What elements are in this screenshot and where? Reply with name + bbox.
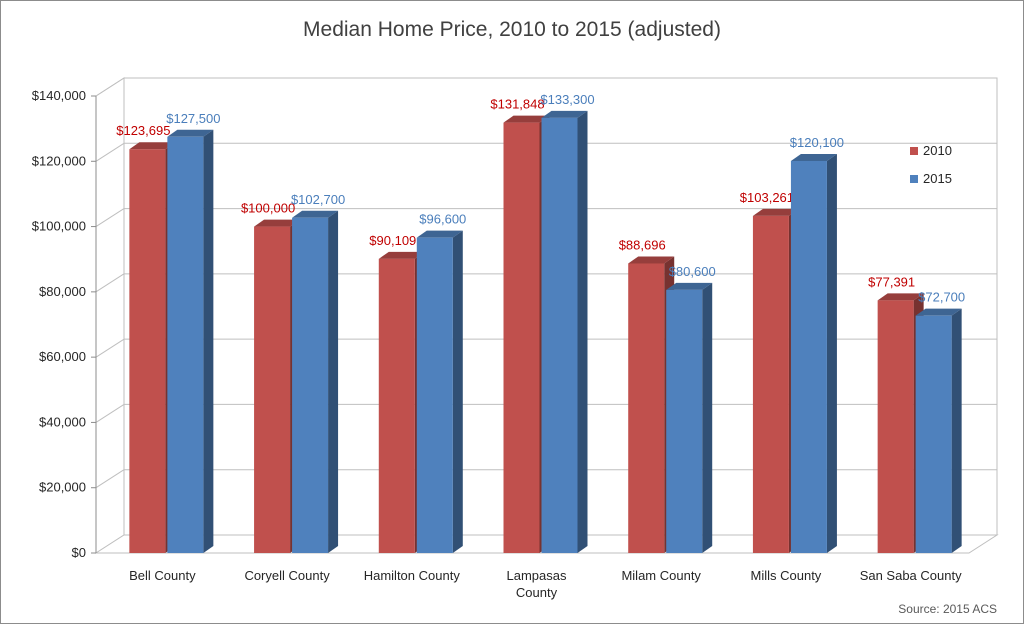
bar-top (378, 251, 425, 259)
data-label: $103,261 (740, 190, 794, 205)
data-label: $96,600 (419, 212, 466, 227)
bar-side (203, 129, 214, 553)
y-tick-label: $120,000 (32, 153, 86, 168)
gridline-side (95, 77, 125, 97)
bar-front (666, 289, 703, 553)
gridline-side (95, 208, 125, 227)
data-label: $90,109 (369, 233, 416, 248)
bar-top (666, 282, 713, 290)
bar-top (503, 115, 550, 123)
y-tick-label: $60,000 (39, 349, 86, 364)
y-axis: $0 $20,000 $40,000 $60,000 $80,000 $100,000 $1… (32, 88, 97, 560)
source-note: Source: 2015 ACS (898, 602, 997, 616)
y-tick-label: $100,000 (32, 219, 86, 234)
bar-top (915, 308, 962, 316)
bar-2015 (790, 153, 837, 553)
bar-side (826, 153, 837, 553)
legend-label: 2010 (923, 143, 952, 158)
bar-2015 (416, 230, 463, 554)
bar-2015 (292, 210, 339, 553)
bar-side (577, 110, 588, 553)
bar-top (129, 142, 176, 150)
bar-front (915, 315, 952, 553)
bar-side (951, 308, 962, 553)
bar-top (167, 129, 214, 137)
bar-top (790, 153, 837, 161)
data-label: $102,700 (291, 192, 345, 207)
bar-front (416, 237, 453, 554)
bar-top (541, 110, 588, 118)
gridline-side (95, 469, 125, 489)
x-axis: Bell County Coryell County Hamilton County… (129, 568, 962, 600)
bar-front (628, 263, 665, 553)
bar-top (254, 219, 301, 227)
data-label: $72,700 (918, 290, 965, 305)
bar-front (790, 160, 827, 553)
data-label: $123,695 (116, 123, 170, 138)
bar-top (628, 256, 675, 264)
x-tick-label: San Saba County (860, 568, 962, 583)
x-tick-label: Bell County (129, 568, 196, 583)
data-label: $131,848 (490, 97, 544, 112)
bar-front (877, 300, 914, 553)
y-tick-label: $140,000 (32, 88, 86, 103)
gridline-side (95, 404, 125, 423)
gridline-side (95, 142, 125, 162)
gridline-side (95, 338, 125, 358)
gridline-side (95, 273, 125, 293)
data-label: $127,500 (166, 111, 220, 126)
data-label: $100,000 (241, 201, 295, 216)
bar-front (378, 258, 415, 553)
bar-front (752, 215, 789, 554)
bar-2015 (167, 129, 214, 553)
x-tick-label: Coryell County (244, 568, 330, 583)
bar-top (416, 230, 463, 238)
side-wall (95, 77, 125, 554)
bar-2015 (666, 282, 713, 553)
y-tick-label: $80,000 (39, 284, 86, 299)
data-label: $120,100 (790, 135, 844, 150)
data-label: $80,600 (669, 264, 716, 279)
bar-front (254, 226, 291, 554)
legend-swatch (910, 147, 918, 155)
bar-side (328, 210, 339, 553)
bar-2015 (915, 308, 962, 553)
data-label: $77,391 (868, 274, 915, 289)
x-tick-label: County (516, 585, 558, 600)
bar-front (129, 149, 166, 553)
legend-swatch (910, 175, 918, 183)
bar-top (752, 208, 799, 216)
legend-label: 2015 (923, 171, 952, 186)
data-label: $88,696 (619, 237, 666, 252)
y-tick-label: $0 (72, 545, 86, 560)
bars: $123,695$127,500$100,000$102,700$90,109$… (116, 92, 965, 554)
chart-title: Median Home Price, 2010 to 2015 (adjuste… (303, 18, 721, 41)
x-tick-label: Hamilton County (364, 568, 461, 583)
bar-2015 (541, 110, 588, 553)
bar-top (877, 293, 924, 301)
x-tick-label: Lampasas (507, 568, 567, 583)
data-label: $133,300 (540, 92, 594, 107)
bar-side (452, 230, 463, 554)
bar-front (541, 117, 578, 553)
bar-front (503, 122, 540, 553)
x-tick-label: Mills County (751, 568, 822, 583)
y-tick-label: $20,000 (39, 480, 86, 495)
bar-front (167, 136, 204, 553)
y-tick-label: $40,000 (39, 414, 86, 429)
x-tick-label: Milam County (621, 568, 701, 583)
bar-front (292, 217, 329, 553)
bar-side (702, 282, 713, 553)
bar-top (292, 210, 339, 218)
legend: 2010 2015 (910, 143, 952, 186)
